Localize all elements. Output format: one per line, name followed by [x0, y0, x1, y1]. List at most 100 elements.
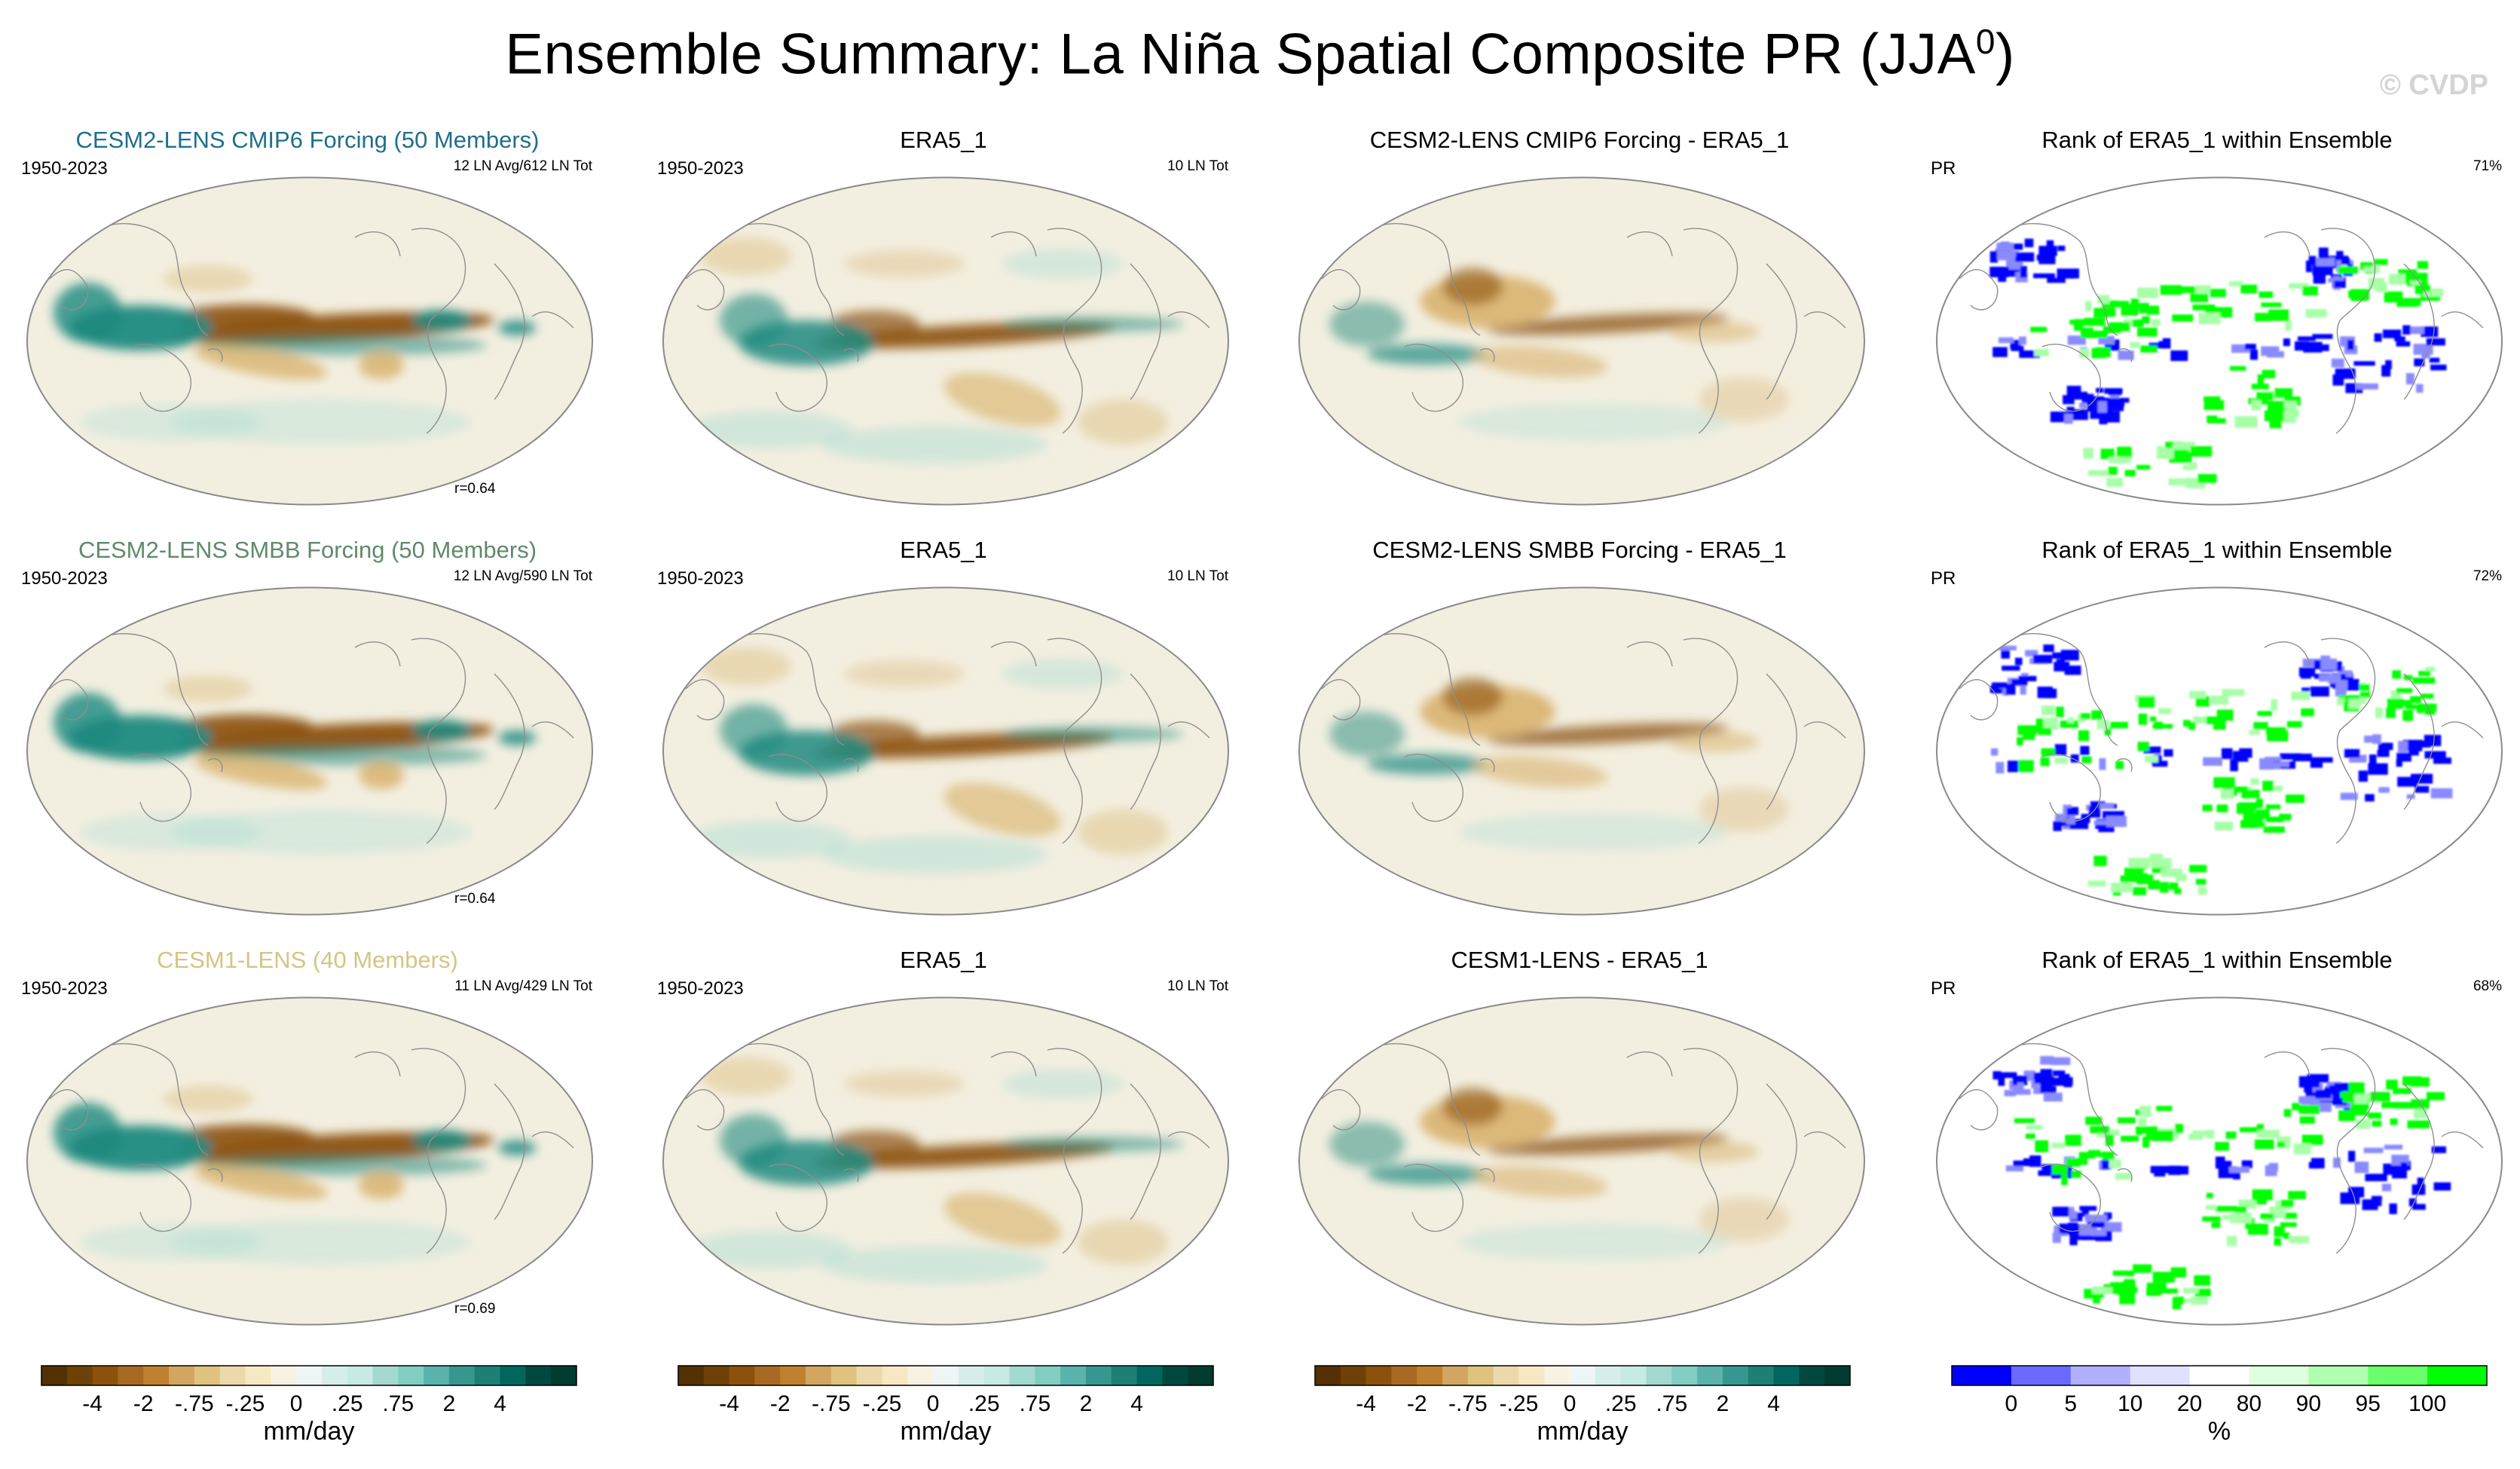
field-blob — [701, 1057, 791, 1095]
rank-cell-low — [2331, 358, 2344, 368]
rank-cell-high — [2386, 1079, 2398, 1090]
colorbar-tick: 4 — [1767, 1391, 1780, 1416]
rank-cell-high — [2222, 689, 2245, 696]
rank-cell-low — [1989, 251, 1999, 263]
period-label: 1950-2023 — [21, 978, 108, 999]
map-border — [1936, 996, 2503, 1326]
rank-cell-low — [2052, 1207, 2069, 1217]
coastline — [1167, 311, 1210, 329]
coastline — [207, 758, 223, 773]
field-blob — [1078, 809, 1168, 855]
coastline — [2000, 223, 2118, 336]
rank-cell-high — [2137, 287, 2158, 298]
coastline — [726, 1043, 845, 1156]
coastline — [2441, 1131, 2484, 1149]
rank-cell-high — [2214, 821, 2234, 830]
rank-cell-low — [2334, 280, 2345, 288]
coastlines — [685, 633, 1210, 844]
rank-cell-low — [2283, 338, 2290, 347]
rank-cell-high — [2158, 708, 2172, 715]
rank-cell-low — [2369, 754, 2377, 767]
rank-cell-high — [2370, 1091, 2390, 1102]
field-blob — [170, 399, 472, 445]
field-blob — [359, 1172, 404, 1199]
rank-cell-low — [2099, 803, 2114, 809]
rank-cell-low — [2384, 1144, 2403, 1150]
rank-cell-high — [2283, 1109, 2292, 1117]
rank-cell-high — [2348, 1082, 2365, 1094]
period-label: 1950-2023 — [21, 568, 108, 589]
event-count: 71% — [2473, 158, 2502, 174]
colorbar-swatch — [1697, 1366, 1723, 1385]
colorbar-swatch — [1009, 1366, 1035, 1385]
colorbar-swatch — [372, 1366, 399, 1385]
rank-cell-high — [2280, 1222, 2297, 1227]
rank-cell-low — [2374, 333, 2382, 342]
rank-cell-high — [2255, 809, 2270, 819]
rank-cell-high — [2071, 1171, 2081, 1178]
event-count: 10 LN Tot — [1167, 978, 1228, 994]
coastline — [411, 1048, 466, 1254]
colorbar-swatch — [194, 1366, 221, 1385]
panel-title: ERA5_1 — [900, 127, 987, 153]
rank-cell-high — [2410, 272, 2428, 281]
field-blob — [194, 344, 328, 380]
rank-cell-high — [2054, 757, 2069, 764]
rank-cell-high — [2089, 330, 2108, 338]
colorbar-swatch — [271, 1366, 297, 1385]
rank-cell-low — [2430, 364, 2447, 371]
rank-cell-low — [2066, 406, 2075, 412]
rank-cell-low — [2311, 1158, 2325, 1169]
rank-cell-low — [2079, 402, 2087, 409]
colorbar-swatch — [143, 1366, 170, 1385]
colorbar-tick: 2 — [1717, 1391, 1729, 1416]
colorbar-swatch — [2011, 1366, 2072, 1385]
colorbar-swatch — [1799, 1366, 1825, 1385]
colorbar-tick: -2 — [133, 1391, 154, 1416]
rank-cell-low — [2069, 409, 2088, 421]
field-blob — [411, 720, 472, 741]
rank-cell-high — [2375, 282, 2387, 292]
rank-cell-low — [2231, 344, 2252, 353]
rank-cell-high — [2289, 283, 2309, 289]
rank-cell-high — [2248, 1199, 2267, 1204]
rank-cell-high — [2078, 348, 2090, 358]
rank-cell-low — [2090, 1229, 2106, 1236]
coastlines — [685, 1043, 1210, 1254]
rank-cell-low — [2378, 787, 2390, 793]
rank-cell-high — [2348, 290, 2356, 298]
map-border — [1298, 586, 1865, 916]
colorbar-swatch — [118, 1366, 144, 1385]
coastline — [1766, 263, 1797, 400]
rank-cell-low — [2005, 684, 2016, 695]
rank-cell-high — [2060, 721, 2078, 728]
rank-cell-low — [2312, 1083, 2323, 1093]
coastline — [494, 263, 525, 400]
rank-cell-high — [2249, 730, 2261, 735]
coastline — [685, 269, 725, 311]
rank-cell-high — [2092, 1287, 2113, 1294]
colorbar-tick: -2 — [770, 1391, 791, 1416]
colorbar-swatch — [1315, 1366, 1341, 1385]
rank-cell-low — [2385, 360, 2392, 369]
colorbar-swatch — [2189, 1366, 2249, 1385]
coastline — [1683, 638, 1739, 844]
coastline — [2264, 231, 2311, 257]
rank-cell-low — [2313, 273, 2326, 284]
rank-cell-high — [2169, 451, 2192, 463]
rank-cell-high — [2110, 882, 2133, 892]
rank-cell-high — [2090, 1125, 2109, 1134]
rank-cell-low — [2302, 658, 2324, 668]
colorbar-tick: -.75 — [175, 1391, 214, 1416]
rank-cell-high — [2207, 418, 2226, 424]
colorbar-swatch — [729, 1366, 755, 1385]
rank-cell-high — [2145, 1288, 2161, 1296]
rank-cell-high — [2262, 780, 2274, 791]
rank-cell-high — [2277, 1141, 2285, 1148]
rank-cell-high — [2194, 1275, 2211, 1286]
rank-cell-high — [2198, 312, 2221, 325]
field-blob — [411, 310, 472, 331]
rank-cell-high — [2121, 1135, 2139, 1142]
rank-cell-low — [1997, 1072, 2017, 1079]
coastlines — [1321, 1043, 1846, 1254]
